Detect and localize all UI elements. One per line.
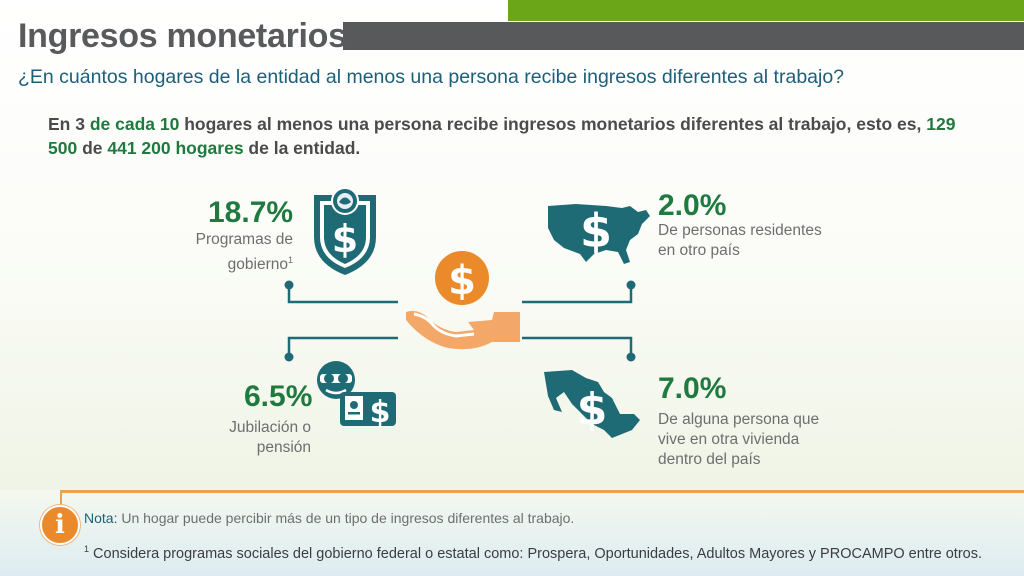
footer-band: [0, 490, 1024, 576]
question-subtitle: ¿En cuántos hogares de la entidad al men…: [18, 66, 845, 88]
note-text: Nota: Un hogar puede percibir más de un …: [84, 510, 574, 526]
footnote-marker: 1: [287, 255, 293, 265]
footnote-marker: 1: [84, 544, 90, 554]
stat-abroad-label: De personas residentes en otro país: [658, 221, 858, 261]
lead-text: de la entidad.: [243, 138, 361, 158]
stat-label-line: dentro del país: [658, 451, 761, 468]
svg-text:$: $: [580, 204, 612, 258]
stat-label-line: pensión: [256, 439, 311, 456]
lead-highlight: de cada 10: [89, 114, 180, 134]
lead-text: En 3: [48, 114, 90, 134]
retiree-card-dollar-icon: $: [317, 361, 396, 428]
stat-label-line: De alguna persona que: [658, 411, 820, 428]
svg-text:$: $: [448, 258, 476, 304]
top-green-bar: [508, 0, 1024, 21]
page-title: Ingresos monetarios: [18, 17, 347, 55]
lead-text: de: [77, 138, 108, 158]
top-gray-bar: [343, 22, 1024, 50]
hand-receiving-coin-icon: $: [406, 251, 520, 350]
stat-pension-percent: 6.5%: [244, 380, 313, 413]
stat-government-programs-label: Programas de gobierno1: [150, 230, 293, 275]
note-body: Un hogar puede percibir más de un tipo d…: [117, 510, 575, 526]
lead-highlight: 129 500: [48, 114, 956, 158]
footnote-text: 1 Considera programas sociales del gobie…: [84, 544, 982, 562]
government-shield-dollar-icon: $: [314, 187, 376, 275]
stat-label-line: Jubilación o: [229, 419, 311, 436]
stat-pension-label: Jubilación o pensión: [180, 418, 311, 458]
usa-map-dollar-icon: $: [548, 204, 650, 264]
lead-text: hogares al menos una persona recibe ingr…: [179, 114, 927, 134]
stat-domestic-percent: 7.0%: [658, 372, 727, 405]
info-icon: i: [40, 505, 80, 545]
mexico-map-dollar-icon: $: [544, 370, 640, 438]
svg-text:$: $: [332, 217, 358, 261]
stat-label-line: gobierno: [227, 256, 288, 274]
stat-domestic-label: De alguna persona que vive en otra vivien…: [658, 410, 868, 470]
note-label: Nota:: [84, 510, 118, 526]
lead-paragraph: En 3 de cada 10 hogares al menos una per…: [48, 112, 978, 160]
stat-label-line: en otro país: [658, 242, 740, 259]
lead-highlight: 441 200 hogares: [107, 138, 244, 158]
svg-text:$: $: [577, 384, 608, 435]
svg-text:$: $: [370, 395, 391, 428]
footer-divider: [60, 490, 1024, 493]
stat-label-line: vive en otra vivienda: [658, 431, 800, 448]
stat-abroad-percent: 2.0%: [658, 189, 727, 222]
footnote-body: Considera programas sociales del gobiern…: [89, 545, 983, 562]
stat-label-line: De personas residentes: [658, 222, 822, 239]
stat-label-line: Programas de: [195, 231, 293, 248]
stat-government-programs-percent: 18.7%: [208, 196, 294, 229]
